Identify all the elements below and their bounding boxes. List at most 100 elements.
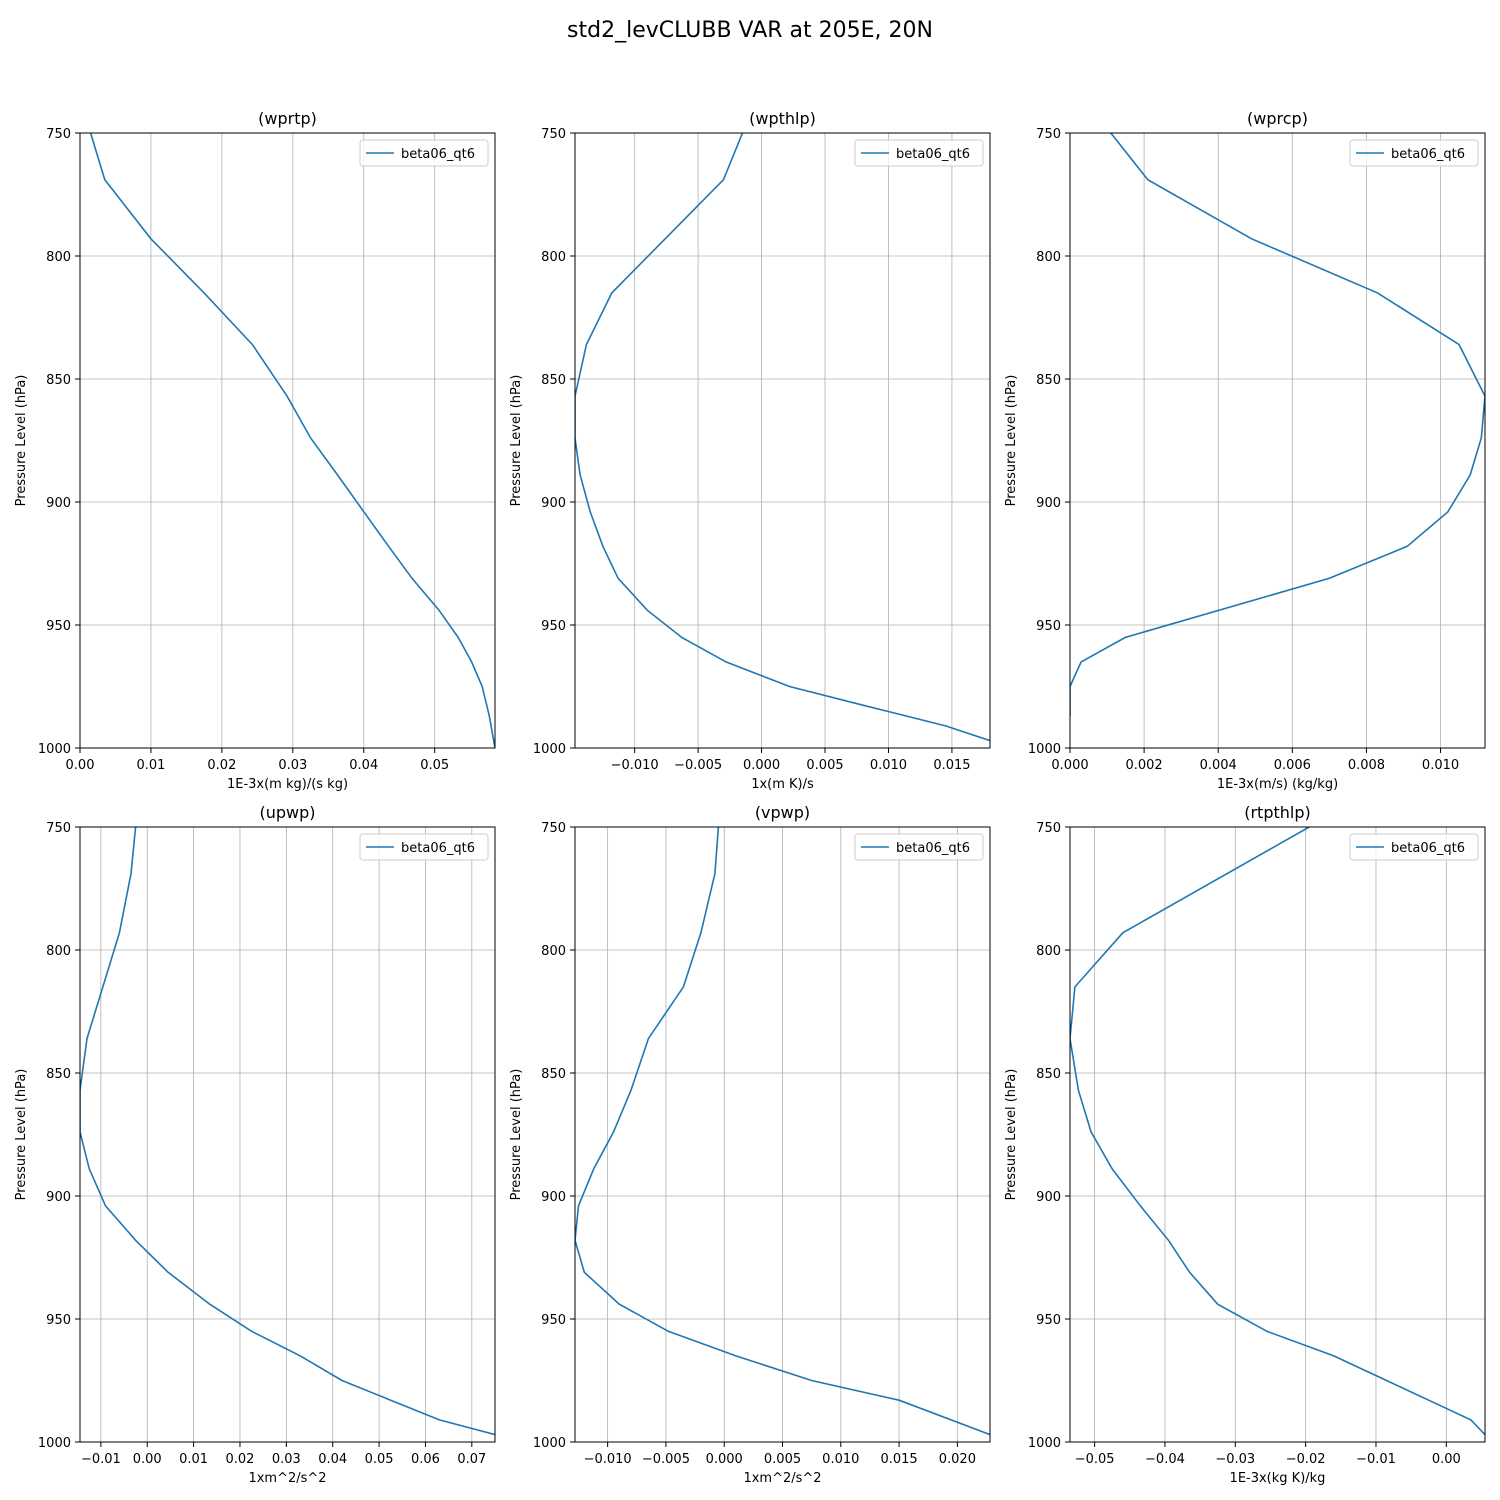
y-tick-label: 750 (46, 127, 71, 142)
y-tick-label: 950 (46, 619, 71, 634)
subplot-wprcp: 0.000 0.002 0.004 0.006 0.008 0.010 750 800 850 9… (1004, 109, 1486, 792)
subplot-title: (rtpthlp) (1244, 803, 1311, 822)
y-tick-label: 800 (541, 250, 566, 265)
legend-box (359, 139, 489, 167)
grid (1069, 132, 1485, 749)
axes-frame (1069, 826, 1486, 1443)
series-line-beta06_qt6 (575, 133, 990, 742)
y-axis-label: Pressure Level (hPa) (1004, 1069, 1019, 1201)
x-tick-label: 0.006 (1274, 758, 1311, 773)
y-tick-label: 1000 (1028, 742, 1061, 757)
y-tick-label: 850 (46, 1067, 71, 1082)
legend: beta06_qt6 (1349, 833, 1479, 861)
y-tick-label: 800 (46, 944, 71, 959)
x-tick-label: 0.010 (870, 758, 907, 773)
x-tick-label: −0.005 (674, 758, 722, 773)
x-axis-label: 1E-3x(m/s) (kg/kg) (1217, 777, 1338, 792)
x-axis-label: 1xm^2/s^2 (248, 1471, 326, 1486)
x-tick-label: 0.008 (1348, 758, 1385, 773)
x-tick-label: 0.05 (365, 1452, 394, 1467)
y-tick-label: 850 (46, 373, 71, 388)
y-tick-label: 900 (541, 1190, 566, 1205)
x-tick-label: 0.03 (272, 1452, 301, 1467)
y-tick-label: 800 (541, 944, 566, 959)
y-tick-label: 850 (1036, 1067, 1061, 1082)
subplots-container: 0.00 0.01 0.02 0.03 0.04 0.05 750 800 850 900 950 1… (14, 109, 1486, 1486)
y-tick-label: 850 (541, 373, 566, 388)
x-tick-label: 0.015 (933, 758, 970, 773)
legend: beta06_qt6 (359, 833, 489, 861)
x-tick-label: −0.005 (642, 1452, 690, 1467)
y-tick-label: 800 (46, 250, 71, 265)
x-tick-label: −0.02 (1286, 1452, 1326, 1467)
y-tick-label: 750 (1036, 127, 1061, 142)
y-tick-label: 900 (46, 1190, 71, 1205)
y-tick-label: 950 (541, 619, 566, 634)
legend: beta06_qt6 (359, 139, 489, 167)
x-tick-label: 0.000 (706, 1452, 743, 1467)
x-tick-label: 0.01 (136, 758, 165, 773)
x-axis-label: 1xm^2/s^2 (743, 1471, 821, 1486)
x-tick-label: −0.010 (584, 1452, 632, 1467)
legend-entry-label: beta06_qt6 (401, 841, 475, 856)
x-tick-label: 0.010 (822, 1452, 859, 1467)
y-axis-label: Pressure Level (hPa) (14, 375, 29, 507)
series-line-beta06_qt6 (80, 827, 495, 1436)
x-tick-label: 0.020 (939, 1452, 976, 1467)
x-axis-label: 1E-3x(m kg)/(s kg) (227, 777, 348, 792)
x-tick-label: −0.05 (1075, 1452, 1115, 1467)
legend-entry-label: beta06_qt6 (896, 841, 970, 856)
y-tick-label: 1000 (533, 742, 566, 757)
legend-entry-label: beta06_qt6 (896, 147, 970, 162)
y-tick-label: 950 (541, 1313, 566, 1328)
series-line-beta06_qt6 (575, 827, 990, 1436)
x-axis-label: 1x(m K)/s (751, 777, 814, 792)
x-tick-label: 0.04 (349, 758, 378, 773)
subplot-upwp: −0.01 0.00 0.01 0.02 0.03 0.04 0.05 0.06 0.07 750… (14, 803, 496, 1486)
x-tick-label: 0.03 (278, 758, 307, 773)
x-tick-label: −0.04 (1145, 1452, 1185, 1467)
legend-entry-label: beta06_qt6 (1391, 147, 1465, 162)
legend: beta06_qt6 (1349, 139, 1479, 167)
y-tick-label: 1000 (533, 1436, 566, 1451)
x-tick-label: −0.010 (611, 758, 659, 773)
subplot-title: (upwp) (259, 803, 315, 822)
subplot-wpthlp: −0.010 −0.005 0.000 0.005 0.010 0.015 750 800 85… (509, 109, 991, 792)
series-line-beta06_qt6 (1070, 133, 1485, 716)
legend-box (854, 139, 984, 167)
y-axis-label: Pressure Level (hPa) (509, 1069, 524, 1201)
y-tick-label: 950 (1036, 1313, 1061, 1328)
figure-title: std2_levCLUBB VAR at 205E, 20N (567, 18, 933, 43)
x-tick-label: 0.02 (225, 1452, 254, 1467)
x-tick-label: 0.00 (66, 758, 95, 773)
x-tick-label: 0.06 (411, 1452, 440, 1467)
y-tick-label: 800 (1036, 250, 1061, 265)
y-tick-label: 750 (541, 821, 566, 836)
subplot-title: (wprcp) (1247, 109, 1308, 128)
legend-box (854, 833, 984, 861)
legend: beta06_qt6 (854, 833, 984, 861)
legend-box (1349, 833, 1479, 861)
x-tick-label: −0.01 (81, 1452, 121, 1467)
x-tick-label: 0.015 (880, 1452, 917, 1467)
y-tick-label: 850 (541, 1067, 566, 1082)
axes-frame (1069, 132, 1486, 749)
x-tick-label: 0.000 (1051, 758, 1088, 773)
y-tick-label: 750 (46, 821, 71, 836)
axes-frame (79, 826, 496, 1443)
y-tick-label: 900 (541, 496, 566, 511)
y-tick-label: 1000 (1028, 1436, 1061, 1451)
x-tick-label: 0.00 (133, 1452, 162, 1467)
y-tick-label: 750 (1036, 821, 1061, 836)
series-line-beta06_qt6 (89, 133, 495, 748)
legend-entry-label: beta06_qt6 (401, 147, 475, 162)
legend-box (359, 833, 489, 861)
x-tick-label: 0.000 (743, 758, 780, 773)
y-tick-label: 900 (1036, 496, 1061, 511)
subplot-rtpthlp: −0.05 −0.04 −0.03 −0.02 −0.01 0.00 750 800 850 90… (1004, 803, 1486, 1486)
y-tick-label: 1000 (38, 742, 71, 757)
x-tick-label: 0.00 (1432, 1452, 1461, 1467)
axes-frame (79, 132, 496, 749)
